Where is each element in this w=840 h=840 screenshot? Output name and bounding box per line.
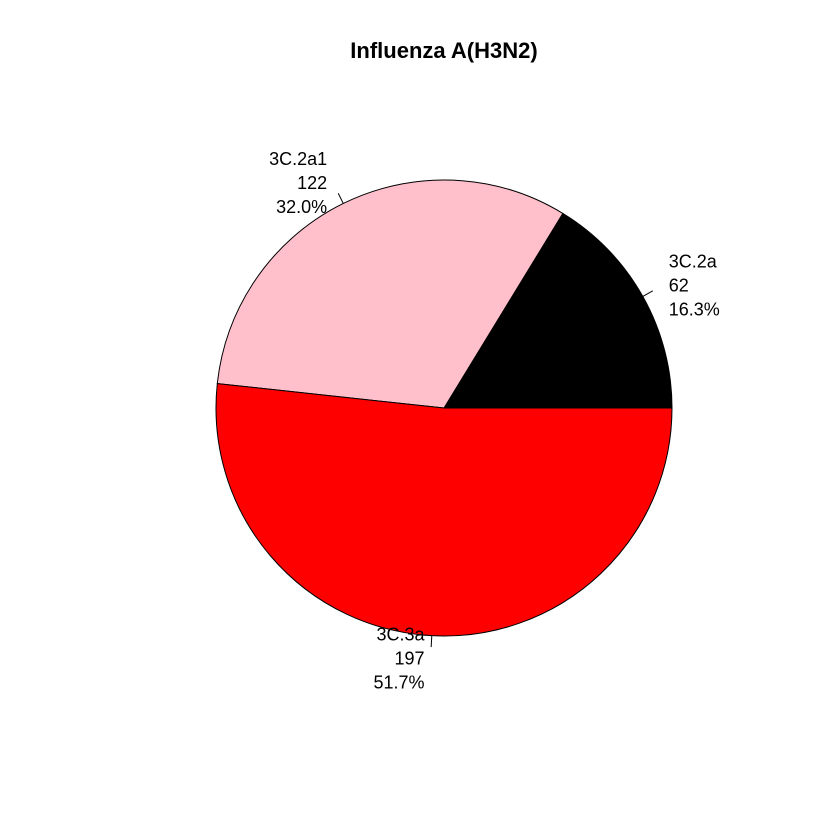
pie-slice-3c-3a [215,383,673,637]
pie-label-3c-2a: 3C.2a 62 16.3% [669,251,720,319]
pie-tick-3c-2a [642,290,654,297]
pie-tick-3c-2a1 [337,193,344,204]
pie-slices [215,179,673,637]
label-percent: 16.3% [669,299,720,319]
label-name: 3C.2a [669,251,718,271]
label-percent: 51.7% [374,672,425,692]
label-percent: 32.0% [276,197,327,217]
pie-slice-3c-2a [443,212,673,409]
label-count: 122 [297,173,327,193]
pie-label-3c-2a1: 3C.2a1 122 32.0% [269,149,327,217]
label-name: 3C.3a [377,624,426,644]
label-name: 3C.2a1 [269,149,327,169]
pie-label-3c-3a: 3C.3a 197 51.7% [374,624,426,692]
label-count: 197 [395,648,425,668]
chart-title: Influenza A(H3N2) [350,38,537,63]
pie-tick-3c-3a [430,635,433,648]
pie-labels: 3C.2a 62 16.3% 3C.2a1 122 32.0% 3C.3a 197 51.7% [269,149,720,692]
pie-slice-3c-2a1 [216,179,564,409]
label-count: 62 [669,275,689,295]
